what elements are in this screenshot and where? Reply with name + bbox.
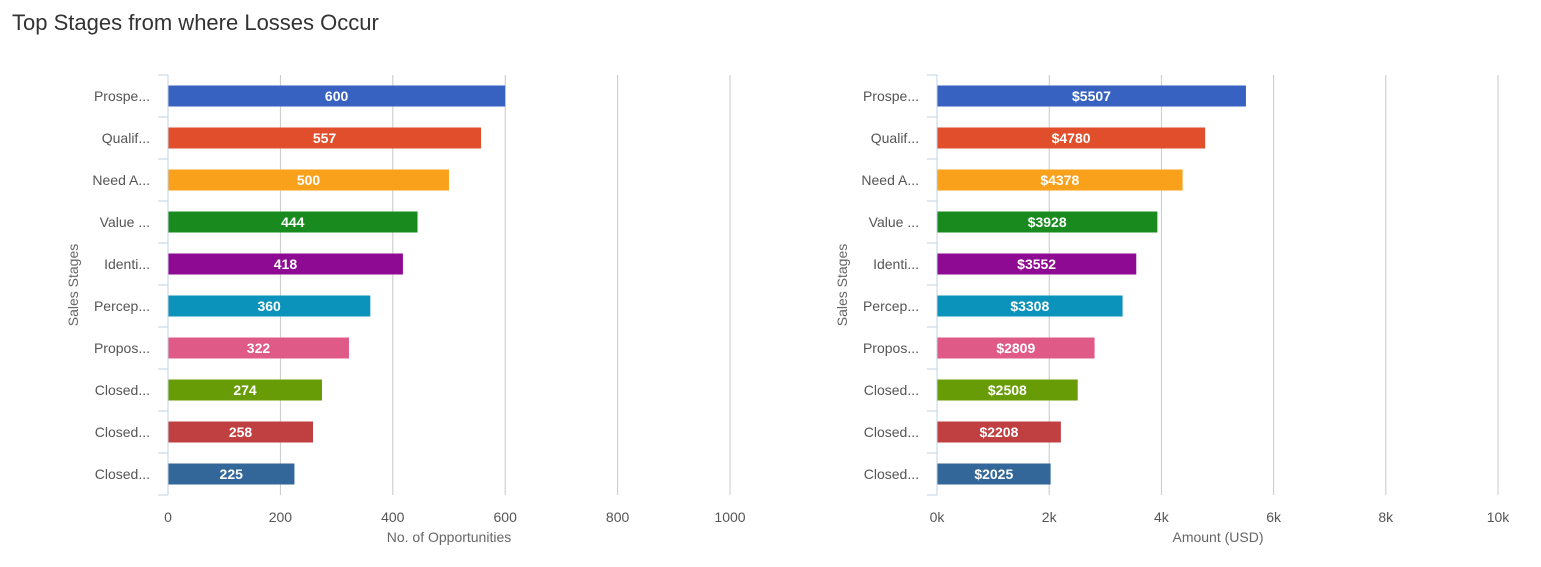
chart-2-data-label: $3928 [1028, 214, 1067, 230]
chart-2-bar [937, 85, 1246, 107]
chart-1-data-label: 322 [247, 340, 271, 356]
chart-1-category-label: Qualif... [102, 130, 150, 146]
chart-2-bar [937, 127, 1206, 149]
chart-2-x-tick-label: 2k [1042, 509, 1058, 525]
chart-1-bar [168, 379, 322, 401]
chart-1-category-label: Value ... [100, 214, 150, 230]
chart-2-data-label: $2208 [979, 424, 1018, 440]
chart-1-bar [168, 463, 295, 485]
chart-2-data-label: $2508 [988, 382, 1027, 398]
chart-1-data-label: 225 [220, 466, 244, 482]
chart-1-data-label: 500 [297, 172, 321, 188]
chart-2-x-tick-label: 6k [1266, 509, 1282, 525]
chart-2-category-label: Prospe... [863, 88, 919, 104]
chart-1-x-axis-title: No. of Opportunities [387, 529, 512, 545]
chart-1-bar [168, 211, 418, 233]
chart-2-data-label: $4378 [1040, 172, 1079, 188]
chart-1-bar [168, 253, 403, 275]
chart-1-category-label: Prospe... [94, 88, 150, 104]
chart-1-y-axis-title: Sales Stages [65, 244, 81, 327]
chart-2-category-label: Identi... [873, 256, 919, 272]
chart-2-category-label: Closed... [864, 382, 919, 398]
chart-1-category-label: Need A... [92, 172, 150, 188]
chart-2-data-label: $3552 [1017, 256, 1056, 272]
chart-1-data-label: 274 [233, 382, 257, 398]
chart-2-bar [937, 295, 1123, 317]
chart-2-category-label: Closed... [864, 424, 919, 440]
chart-2-data-label: $2809 [996, 340, 1035, 356]
chart-1-bar [168, 421, 313, 443]
chart-1-x-tick-label: 800 [606, 509, 630, 525]
chart-2-x-tick-label: 0k [930, 509, 946, 525]
chart-1-x-tick-label: 600 [494, 509, 518, 525]
chart-1-category-label: Closed... [95, 382, 150, 398]
chart-2-category-label: Value ... [869, 214, 919, 230]
chart-1-category-label: Percep... [94, 298, 150, 314]
chart-2-bar [937, 337, 1095, 359]
chart-2-data-label: $2025 [974, 466, 1013, 482]
chart-2-category-label: Propos... [863, 340, 919, 356]
chart-2-category-label: Closed... [864, 466, 919, 482]
chart-1-x-tick-label: 0 [164, 509, 172, 525]
chart-1-x-tick-label: 1000 [714, 509, 745, 525]
chart-2-bar [937, 463, 1051, 485]
chart-2-bar [937, 211, 1158, 233]
chart-1-data-label: 360 [257, 298, 281, 314]
chart-1-bar [168, 85, 506, 107]
chart-1-data-label: 258 [229, 424, 253, 440]
chart-1-bar [168, 169, 449, 191]
chart-1-x-tick-label: 200 [269, 509, 293, 525]
chart-1-data-label: 444 [281, 214, 305, 230]
chart-2-y-axis-title: Sales Stages [834, 244, 850, 327]
page-title: Top Stages from where Losses Occur [12, 10, 379, 35]
chart-2-category-label: Need A... [861, 172, 919, 188]
chart-2-data-label: $4780 [1052, 130, 1091, 146]
chart-1-bar [168, 337, 349, 359]
chart-2-bar [937, 169, 1183, 191]
chart-1-category-label: Closed... [95, 424, 150, 440]
chart-1-bar [168, 127, 482, 149]
chart-2-category-label: Qualif... [871, 130, 919, 146]
chart-2-category-label: Percep... [863, 298, 919, 314]
chart-1-category-label: Identi... [104, 256, 150, 272]
chart-1-data-label: 600 [325, 88, 349, 104]
chart-1-data-label: 557 [313, 130, 337, 146]
chart-1-bar [168, 295, 371, 317]
chart-2-bar [937, 253, 1137, 275]
chart-2-x-axis-title: Amount (USD) [1172, 529, 1263, 545]
chart-2-x-tick-label: 8k [1378, 509, 1394, 525]
chart-1-category-label: Closed... [95, 466, 150, 482]
chart-1-data-label: 418 [274, 256, 298, 272]
chart-2-bar [937, 421, 1061, 443]
chart-2-x-tick-label: 10k [1487, 509, 1511, 525]
chart-2-x-tick-label: 4k [1154, 509, 1170, 525]
chart-1-x-tick-label: 400 [381, 509, 405, 525]
chart-2-data-label: $5507 [1072, 88, 1111, 104]
chart-2-bar [937, 379, 1078, 401]
chart-2-data-label: $3308 [1010, 298, 1049, 314]
chart-1-category-label: Propos... [94, 340, 150, 356]
